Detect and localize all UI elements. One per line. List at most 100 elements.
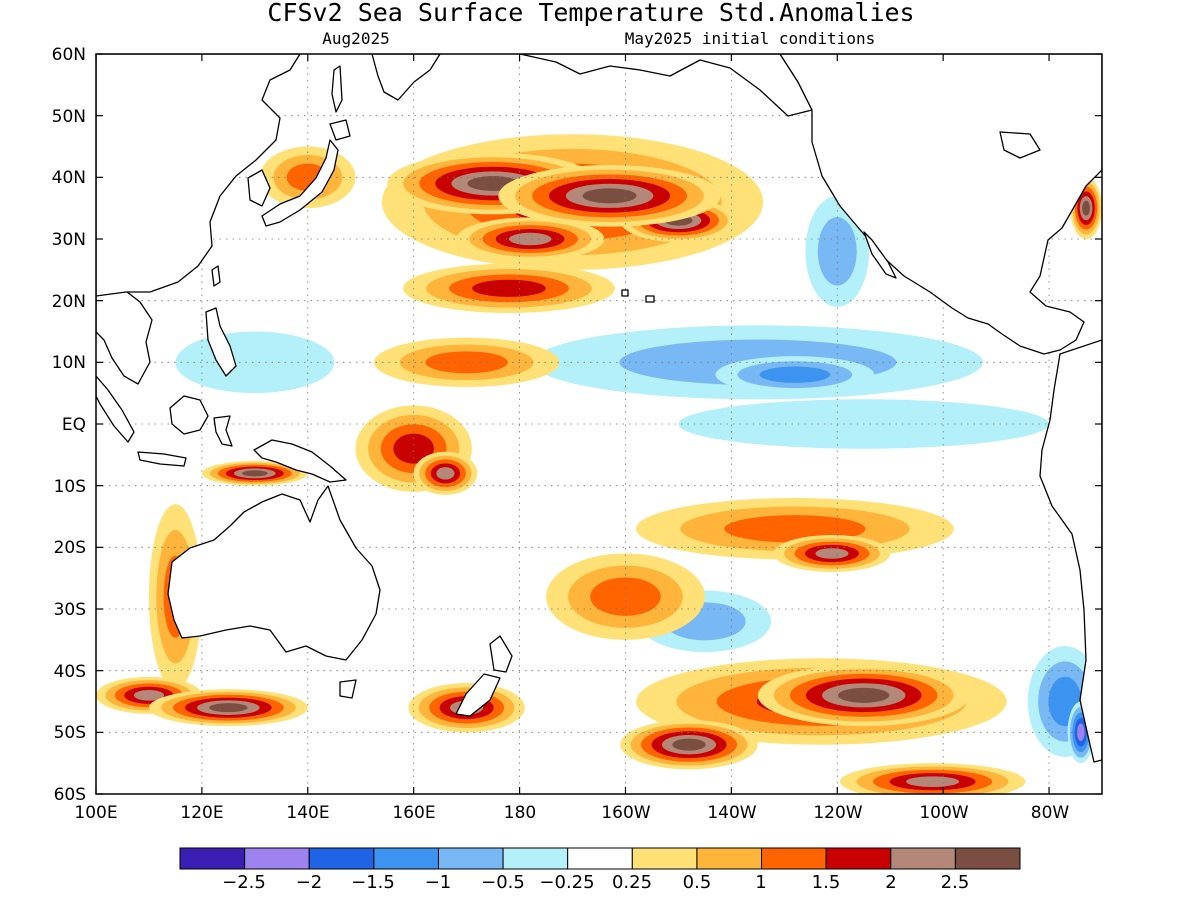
new-zealand-north-island bbox=[489, 635, 513, 673]
colorbar-swatch bbox=[373, 847, 439, 870]
java-landmass bbox=[137, 451, 187, 467]
lat-label: 30N bbox=[52, 230, 86, 250]
lon-label: 160E bbox=[392, 803, 435, 823]
baja-california-landmass bbox=[863, 231, 897, 279]
colorbar-swatch bbox=[631, 847, 698, 870]
lon-label: 120E bbox=[180, 803, 223, 823]
anomaly-contour bbox=[815, 548, 849, 559]
latitude-tick-labels: 60N 50N 40N 30N 20N 10N EQ 10S 20S 30S 4… bbox=[52, 45, 86, 805]
figure-title: CFSv2 Sea Surface Temperature Std.Anomal… bbox=[267, 0, 914, 27]
anomaly-contour bbox=[759, 366, 831, 383]
colorbar-swatch bbox=[437, 847, 504, 870]
colorbar-label: −0.25 bbox=[539, 872, 594, 893]
initial-conditions-label: May2025 initial conditions bbox=[625, 29, 875, 48]
longitude-tick-labels: 100E 120E 140E 160E 180 160W 140W 120W 1… bbox=[74, 803, 1069, 823]
lon-label: 80W bbox=[1031, 803, 1070, 823]
lon-label: 100W bbox=[919, 803, 968, 823]
colorbar-label: −2 bbox=[296, 872, 323, 893]
anomaly-contour bbox=[209, 703, 248, 713]
lon-label: 100E bbox=[74, 803, 117, 823]
philippines-landmass bbox=[205, 307, 237, 377]
land-masses bbox=[96, 54, 1102, 763]
lon-label: 140E bbox=[286, 803, 329, 823]
lon-label: 120W bbox=[813, 803, 862, 823]
colorbar-swatch bbox=[179, 847, 246, 870]
lat-label: 10S bbox=[54, 477, 86, 497]
lat-label: EQ bbox=[62, 415, 86, 435]
colorbar-label: −1.5 bbox=[351, 872, 395, 893]
colorbar-swatch bbox=[244, 847, 310, 870]
anomaly-contour bbox=[1082, 200, 1091, 216]
colorbar-label: −1 bbox=[425, 872, 452, 893]
anomaly-contour bbox=[508, 232, 552, 246]
colorbar-swatch bbox=[696, 847, 763, 870]
lat-label: 50N bbox=[52, 107, 86, 127]
new-zealand-south-island bbox=[455, 673, 501, 717]
lon-label: 160W bbox=[601, 803, 650, 823]
anomaly-contour bbox=[393, 433, 434, 464]
sulawesi-landmass bbox=[213, 415, 233, 447]
colorbar-label: 1.5 bbox=[812, 872, 841, 893]
anomaly-contour bbox=[242, 470, 268, 477]
lat-label: 30S bbox=[54, 600, 86, 620]
colorbar-labels: −2.5 −2 −1.5 −1 −0.5 −0.25 0.25 0.5 1 1.… bbox=[222, 872, 969, 893]
colorbar-swatch bbox=[890, 847, 956, 870]
axis-ticks bbox=[95, 53, 1102, 795]
lat-label: 60S bbox=[54, 785, 86, 805]
australia-landmass bbox=[167, 485, 381, 661]
colorbar-label: 1 bbox=[755, 872, 766, 893]
colorbar-label: 2 bbox=[885, 872, 896, 893]
colorbar-swatch bbox=[954, 847, 1021, 870]
colorbar-swatch bbox=[825, 847, 892, 870]
lat-label: 10N bbox=[52, 353, 86, 373]
new-guinea-landmass bbox=[253, 439, 347, 483]
colorbar-label: 2.5 bbox=[941, 872, 970, 893]
tasmania-landmass bbox=[339, 679, 357, 699]
colorbar-swatch bbox=[502, 847, 569, 870]
valid-period-label: Aug2025 bbox=[322, 29, 389, 48]
lat-label: 40N bbox=[52, 168, 86, 188]
anomaly-contour bbox=[1077, 723, 1085, 742]
anomaly-contour bbox=[590, 577, 661, 616]
anomaly-contour bbox=[582, 188, 637, 204]
map-canvas bbox=[96, 54, 1102, 794]
anomaly-contour bbox=[436, 467, 455, 480]
japan-landmass bbox=[261, 139, 339, 227]
colorbar-label: 0.25 bbox=[612, 872, 652, 893]
sakhalin-landmass bbox=[331, 65, 343, 113]
colorbar-swatch bbox=[567, 847, 633, 870]
asia-landmass bbox=[96, 54, 301, 297]
anomaly-contour bbox=[472, 279, 546, 297]
anomaly-field bbox=[96, 134, 1102, 794]
colorbar-swatch bbox=[308, 847, 375, 870]
north-america-landmass bbox=[779, 54, 1102, 355]
colorbar-label: −0.5 bbox=[481, 872, 525, 893]
lat-label: 20N bbox=[52, 292, 86, 312]
colorbar-label: 0.5 bbox=[683, 872, 712, 893]
anomaly-contour bbox=[906, 776, 960, 787]
lon-label: 140W bbox=[707, 803, 756, 823]
taiwan-landmass bbox=[211, 265, 221, 287]
anomaly-contour bbox=[133, 690, 165, 701]
colorbar-label: −2.5 bbox=[222, 872, 266, 893]
great-lakes bbox=[999, 131, 1041, 159]
lat-label: 60N bbox=[52, 45, 86, 65]
borneo-landmass bbox=[169, 395, 209, 435]
lat-label: 50S bbox=[54, 723, 86, 743]
anomaly-contour bbox=[817, 217, 857, 286]
lat-label: 40S bbox=[54, 662, 86, 682]
hawaii-islands bbox=[621, 289, 655, 303]
anomaly-contour bbox=[672, 738, 706, 751]
korea-landmass bbox=[247, 169, 271, 207]
anomaly-contour bbox=[175, 331, 335, 394]
anomaly-contour bbox=[838, 687, 890, 703]
indochina-landmass bbox=[96, 287, 153, 385]
sumatra-landmass bbox=[96, 375, 135, 443]
colorbar bbox=[179, 847, 1021, 870]
lat-label: 20S bbox=[54, 538, 86, 558]
kamchatka-landmass bbox=[371, 54, 441, 101]
south-america-landmass bbox=[1039, 339, 1102, 763]
hokkaido-landmass bbox=[329, 119, 351, 141]
colorbar-swatch bbox=[761, 847, 827, 870]
